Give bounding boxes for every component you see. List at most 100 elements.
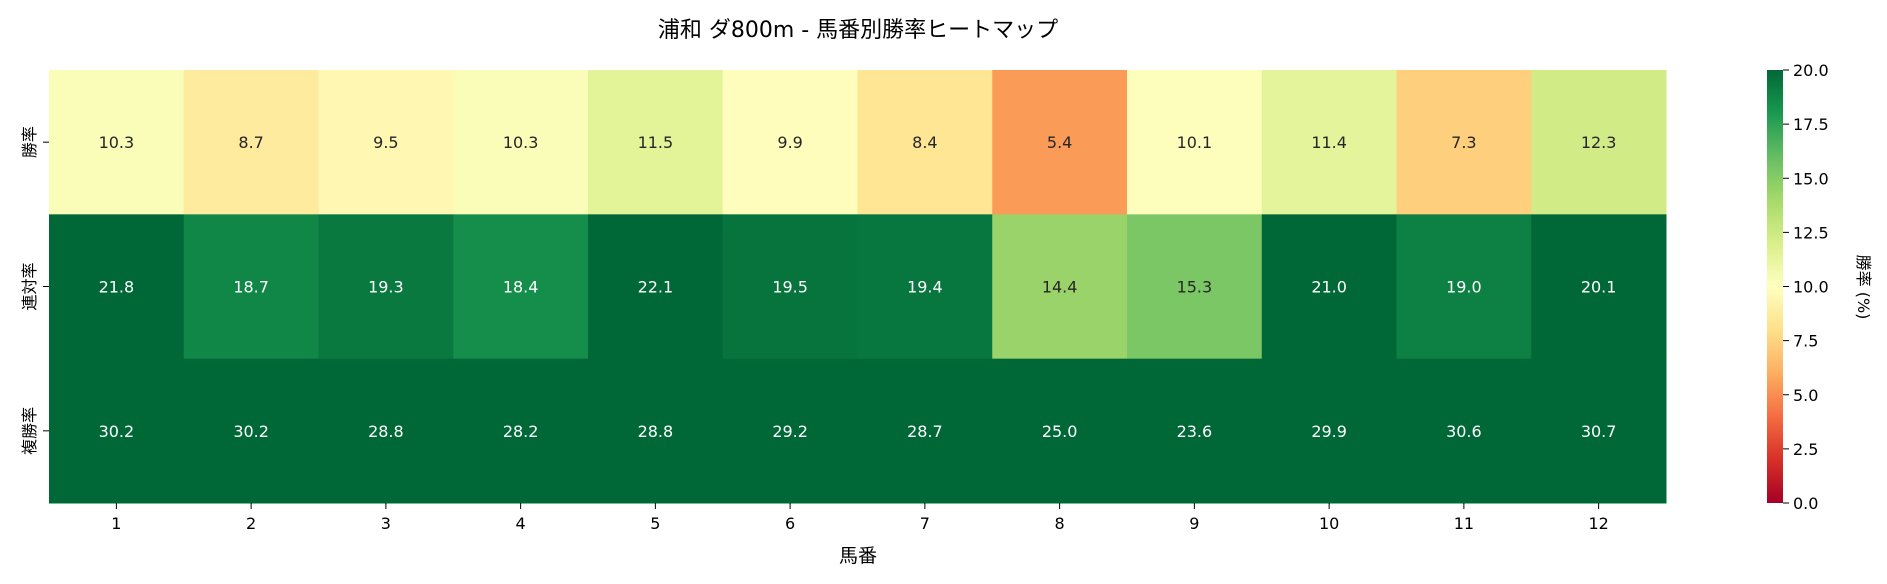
cell-label: 28.8 — [368, 422, 404, 441]
cell-label: 29.2 — [772, 422, 808, 441]
heatmap-cell — [1127, 358, 1263, 504]
heatmap-cell — [183, 358, 319, 504]
colorbar-ticks: 0.0 2.5 5.0 7.5 10.0 12.5 15.0 17.5 20.0 — [1783, 61, 1829, 513]
x-tick-label: 9 — [1189, 514, 1199, 533]
heatmap-cell — [588, 358, 724, 504]
colorbar-tick-label: 5.0 — [1793, 386, 1818, 405]
cell-label: 30.2 — [233, 422, 269, 441]
heatmap-cell — [722, 70, 858, 215]
cell-label: 14.4 — [1042, 278, 1078, 297]
heatmap-cell — [722, 358, 858, 504]
cell-label: 5.4 — [1047, 133, 1072, 152]
x-tick-label: 6 — [785, 514, 795, 533]
cell-label: 12.3 — [1581, 133, 1617, 152]
cell-label: 22.1 — [638, 278, 674, 297]
cell-label: 19.4 — [907, 278, 943, 297]
cell-label: 15.3 — [1177, 278, 1213, 297]
x-tick-label: 4 — [516, 514, 526, 533]
x-tick-label: 3 — [381, 514, 391, 533]
cell-label: 25.0 — [1042, 422, 1078, 441]
cell-label: 21.0 — [1311, 278, 1347, 297]
colorbar-tick-label: 20.0 — [1793, 61, 1829, 80]
heatmap-cell — [857, 214, 993, 360]
cell-label: 28.2 — [503, 422, 539, 441]
cell-label: 28.7 — [907, 422, 943, 441]
x-tick-label: 11 — [1454, 514, 1474, 533]
heatmap-cell — [992, 70, 1128, 215]
cell-label: 21.8 — [99, 278, 135, 297]
heatmap-cell — [1396, 70, 1532, 215]
heatmap-cell — [857, 358, 993, 504]
cell-label: 8.7 — [238, 133, 263, 152]
heatmap-cell — [992, 214, 1128, 360]
heatmap-cell — [1127, 70, 1263, 215]
x-tick-label: 2 — [246, 514, 256, 533]
cell-label: 9.5 — [373, 133, 398, 152]
y-tick-label: 勝率 — [20, 126, 39, 158]
cell-label: 28.8 — [638, 422, 674, 441]
chart-title: 浦和 ダ800m - 馬番別勝率ヒートマップ — [658, 18, 1058, 43]
heatmap-cell — [588, 214, 724, 360]
heatmap-cell — [1261, 70, 1397, 215]
colorbar-tick-label: 2.5 — [1793, 440, 1818, 459]
cell-label: 8.4 — [912, 133, 937, 152]
x-tick-label: 1 — [111, 514, 121, 533]
heatmap-cell — [857, 70, 993, 215]
heatmap-cell — [722, 214, 858, 360]
cell-label: 10.3 — [99, 133, 135, 152]
heatmap-cell — [1531, 358, 1667, 504]
cell-label: 9.9 — [777, 133, 802, 152]
cell-label: 23.6 — [1177, 422, 1213, 441]
cell-label: 11.5 — [638, 133, 674, 152]
heatmap-cell — [318, 70, 454, 215]
cell-label: 11.4 — [1311, 133, 1347, 152]
cell-label: 29.9 — [1311, 422, 1347, 441]
colorbar-tick-label: 17.5 — [1793, 115, 1829, 134]
cell-label: 7.3 — [1451, 133, 1476, 152]
heatmap-cell — [183, 70, 319, 215]
heatmap-cell — [318, 214, 454, 360]
cell-label: 30.7 — [1581, 422, 1617, 441]
cell-label: 20.1 — [1581, 278, 1617, 297]
heatmap-cell — [1531, 70, 1667, 215]
heatmap-cell — [992, 358, 1128, 504]
cell-label: 10.1 — [1177, 133, 1213, 152]
x-axis-ticks: 1 2 3 4 5 6 7 8 9 10 11 12 — [111, 503, 1609, 533]
cell-label: 10.3 — [503, 133, 539, 152]
heatmap-cell — [588, 70, 724, 215]
y-tick-label: 連対率 — [20, 262, 39, 310]
cell-label: 18.7 — [233, 278, 269, 297]
y-tick-label: 複勝率 — [20, 407, 39, 455]
colorbar-label: 勝率 (%) — [1854, 255, 1873, 320]
heatmap-cells: 10.3 8.7 9.5 10.3 11.5 9.9 8.4 5.4 10.1 11.4 7.3 12… — [49, 70, 1667, 504]
heatmap-cell — [453, 358, 589, 504]
x-tick-label: 10 — [1319, 514, 1339, 533]
colorbar-tick-label: 10.0 — [1793, 278, 1829, 297]
heatmap-cell — [49, 358, 185, 504]
x-axis-label: 馬番 — [839, 545, 877, 567]
heatmap-cell — [1261, 214, 1397, 360]
cell-label: 30.6 — [1446, 422, 1482, 441]
x-tick-label: 8 — [1055, 514, 1065, 533]
heatmap-cell — [1261, 358, 1397, 504]
heatmap-cell — [1127, 214, 1263, 360]
heatmap-cell — [49, 70, 185, 215]
cell-label: 19.0 — [1446, 278, 1482, 297]
x-tick-label: 7 — [920, 514, 930, 533]
x-tick-label: 5 — [650, 514, 660, 533]
cell-label: 18.4 — [503, 278, 539, 297]
x-tick-label: 12 — [1588, 514, 1608, 533]
heatmap-cell — [453, 70, 589, 215]
colorbar-tick-label: 0.0 — [1793, 494, 1818, 513]
heatmap-cell — [49, 214, 185, 360]
colorbar-tick-label: 12.5 — [1793, 223, 1829, 242]
heatmap-cell — [1396, 214, 1532, 360]
heatmap-cell — [1396, 358, 1532, 504]
cell-label: 30.2 — [99, 422, 135, 441]
colorbar-tick-label: 15.0 — [1793, 169, 1829, 188]
cell-label: 19.5 — [772, 278, 808, 297]
colorbar — [1767, 70, 1783, 503]
heatmap-cell — [453, 214, 589, 360]
